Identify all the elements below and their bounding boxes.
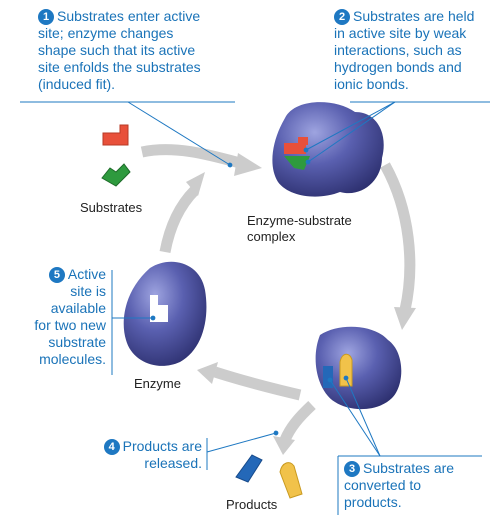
cycle-arrowheads [186, 153, 416, 455]
substrate-green-icon [101, 163, 131, 187]
arrow-complex-to-converted [380, 162, 416, 312]
step-5-text-line: Active [67, 266, 106, 282]
step-4-text-line: released. [144, 455, 202, 471]
step-1-text-line: (induced fit). [38, 76, 116, 92]
complex-label-line1: Enzyme-substrate [247, 213, 352, 228]
enzyme-label: Enzyme [134, 376, 181, 391]
step-2-text-line: interactions, such as [334, 42, 462, 58]
step-5-text-line: molecules. [39, 351, 106, 367]
arrow-substrates-to-complex [140, 144, 242, 169]
product-blue-icon [235, 454, 263, 483]
enzyme-substrate-complex-icon [272, 102, 384, 197]
step-2-text-line: in active site by weak [334, 25, 467, 41]
step-1-text-line: site; enzyme changes [38, 25, 174, 41]
step-3-number: 3 [344, 461, 360, 477]
step-5-text-line: for two new [34, 317, 106, 333]
step-2-text-line: ionic bonds. [334, 76, 409, 92]
enzyme-icon [123, 261, 207, 366]
step-5-text-line: available [50, 300, 106, 316]
step-1-number: 1 [38, 9, 54, 25]
products-label: Products [226, 497, 278, 512]
step-5-text-line: site is [70, 283, 106, 299]
arrow-converted-to-enzyme [213, 366, 302, 401]
arrow-release-products [279, 400, 316, 443]
substrates-label: Substrates [80, 200, 143, 215]
step-5-callout: 5 Active site is available for two new su… [10, 266, 106, 368]
step-3-text-line: products. [344, 494, 402, 510]
arrow-enzyme-to-substrates [159, 186, 199, 254]
step-2-callout: 2 Substrates are held in active site by w… [334, 8, 474, 93]
step-4-number: 4 [103, 439, 120, 455]
complex-label-line2: complex [247, 229, 296, 244]
step-1-text-line: site enfolds the substrates [38, 59, 201, 75]
step-1-callout: 1 Substrates enter active site; enzyme ch… [38, 8, 201, 93]
product-yellow-icon [279, 462, 303, 499]
step-5-text-line: substrate [48, 334, 106, 350]
step-2-number: 2 [334, 9, 350, 25]
step-1-text-line: shape such that its active [38, 42, 196, 58]
step-4-text-line: Products are [122, 438, 202, 454]
step-5-number: 5 [48, 267, 65, 283]
enzyme-products-complex-icon [315, 326, 402, 410]
step-4-callout: 4 Products are released. [84, 438, 202, 472]
step-2-text-line: Substrates are held [353, 8, 475, 24]
step-3-text-line: converted to [344, 477, 422, 493]
callout-lines [20, 101, 490, 515]
step-2-text-line: hydrogen bonds and [334, 59, 462, 75]
step-3-callout: 3 Substrates are converted to products. [344, 460, 454, 511]
step-3-text-line: Substrates are [363, 460, 455, 476]
step-1-text-line: Substrates enter active [57, 8, 201, 24]
substrate-red-icon [102, 124, 129, 146]
cycle-arrows [140, 144, 416, 443]
